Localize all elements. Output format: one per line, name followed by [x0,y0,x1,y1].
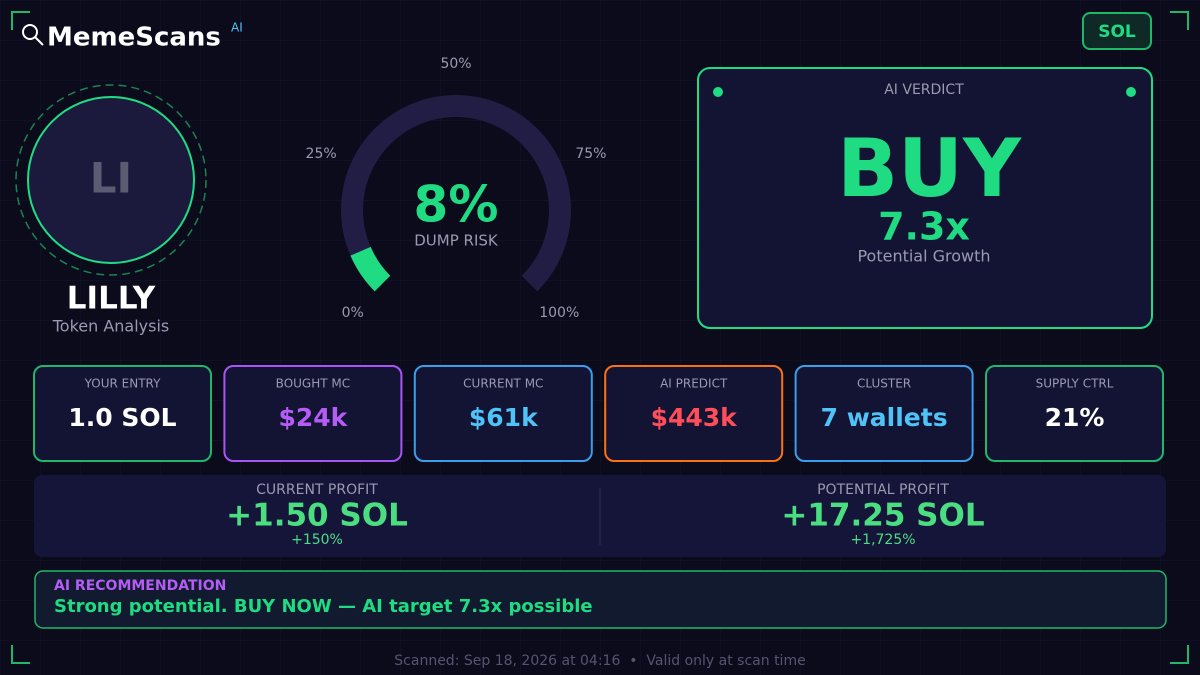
gauge-tick-label: 50% [440,56,471,72]
profit-label: CURRENT PROFIT [256,482,378,498]
profit-percent: +150% [291,532,343,548]
gauge-tick-label: 0% [342,305,364,321]
recommendation-text: Strong potential. BUY NOW — AI target 7.… [54,596,593,617]
chain: SOL [1098,22,1136,42]
recommendation-title: AI RECOMMENDATION [54,578,226,594]
corner-brackets [11,11,1189,664]
gauge-fill [350,246,391,292]
stat-card [33,365,212,462]
stat-value: $61k [469,403,539,432]
stat-card [223,365,403,462]
stat-cards: YOUR ENTRY 1.0 SOL BOUGHT MC $24k CURRENT MC… [33,365,1164,462]
footer: Scanned: Sep 18, 2026 at 04:16 • Valid o… [394,653,805,669]
stat-card [413,365,593,462]
stat-label: CURRENT MC [463,377,543,391]
avatar-ring [15,84,207,276]
stat-card [794,365,974,462]
token-name: LILLY [67,281,156,317]
stat-label: AI PREDICT [660,377,728,391]
stat-card [985,365,1164,462]
gauge-tick-label: 25% [306,146,337,162]
stat-value: 21% [1045,403,1105,432]
profit-percent: +1,725% [850,532,915,548]
verdict-dot [1126,87,1136,97]
profit-value: +17.25 SOL [781,498,984,534]
stat-value: 1.0 SOL [68,403,176,432]
brand: MemeScans [47,23,221,53]
brand-sup: AI [231,21,243,35]
stat-value: 7 wallets [821,403,948,432]
stat-label: BOUGHT MC [276,377,350,391]
stat-value: $443k [651,403,739,432]
profit-label: POTENTIAL PROFIT [817,482,949,498]
profit-value: +1.50 SOL [226,498,408,534]
verdict-call: BUY [837,122,1022,215]
token-subtitle: Token Analysis [52,317,170,336]
stat-label: SUPPLY CTRL [1036,377,1114,391]
gauge: 0% 25% 50% 75% 100% [306,56,607,321]
gauge-tick-label: 100% [539,305,579,321]
gauge-label: DUMP RISK [414,232,499,250]
stat-label: YOUR ENTRY [84,377,162,391]
verdict-panel [697,67,1153,329]
stat-card [604,365,784,462]
search-icon [22,24,44,46]
verdict-multiple: 7.3x [878,205,970,249]
stat-value: $24k [278,403,348,432]
verdict-title: AI VERDICT [884,82,964,98]
avatar-initials: LI [90,154,132,203]
gauge-track [341,95,571,292]
verdict-dot [713,87,723,97]
avatar [27,96,195,264]
recommendation-box [34,570,1167,629]
gauge-tick-label: 75% [575,146,606,162]
chain-badge [1082,12,1152,50]
verdict-multiple-label: Potential Growth [857,247,990,266]
gauge-value: 8% [414,176,499,234]
stat-label: CLUSTER [857,377,911,391]
